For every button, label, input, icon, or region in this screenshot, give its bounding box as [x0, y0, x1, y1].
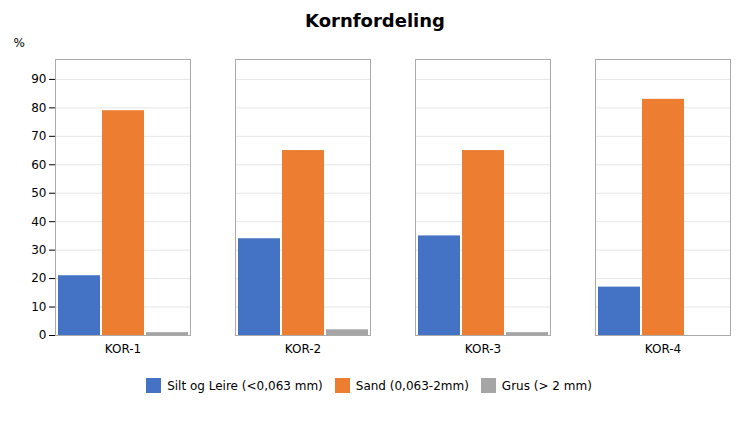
- html-text:Silt og Leire (<0,063 mm): Silt og Leire (<0,063 mm): [167, 378, 323, 393]
- svg-text:20: 20: [31, 271, 46, 285]
- svg-text:%: %: [14, 36, 25, 50]
- svg-text:0: 0: [39, 328, 47, 342]
- svg-text:90: 90: [31, 72, 46, 86]
- svg-text:KOR-2: KOR-2: [285, 342, 321, 356]
- svg-text:70: 70: [31, 129, 46, 143]
- svg-text:KOR-4: KOR-4: [645, 342, 681, 356]
- svg-text:30: 30: [31, 243, 46, 257]
- svg-text:80: 80: [31, 101, 46, 115]
- svg-text:KOR-1: KOR-1: [105, 342, 141, 356]
- svg-text:40: 40: [31, 215, 46, 229]
- html-text:Kornfordeling: Kornfordeling: [305, 10, 445, 31]
- svg-text:KOR-3: KOR-3: [465, 342, 501, 356]
- svg-text:10: 10: [31, 300, 46, 314]
- svg-text:50: 50: [31, 186, 46, 200]
- html-text:Grus (> 2 mm): Grus (> 2 mm): [501, 378, 592, 393]
- html-text:Sand (0,063-2mm): Sand (0,063-2mm): [355, 378, 469, 393]
- svg-text:60: 60: [31, 158, 46, 172]
